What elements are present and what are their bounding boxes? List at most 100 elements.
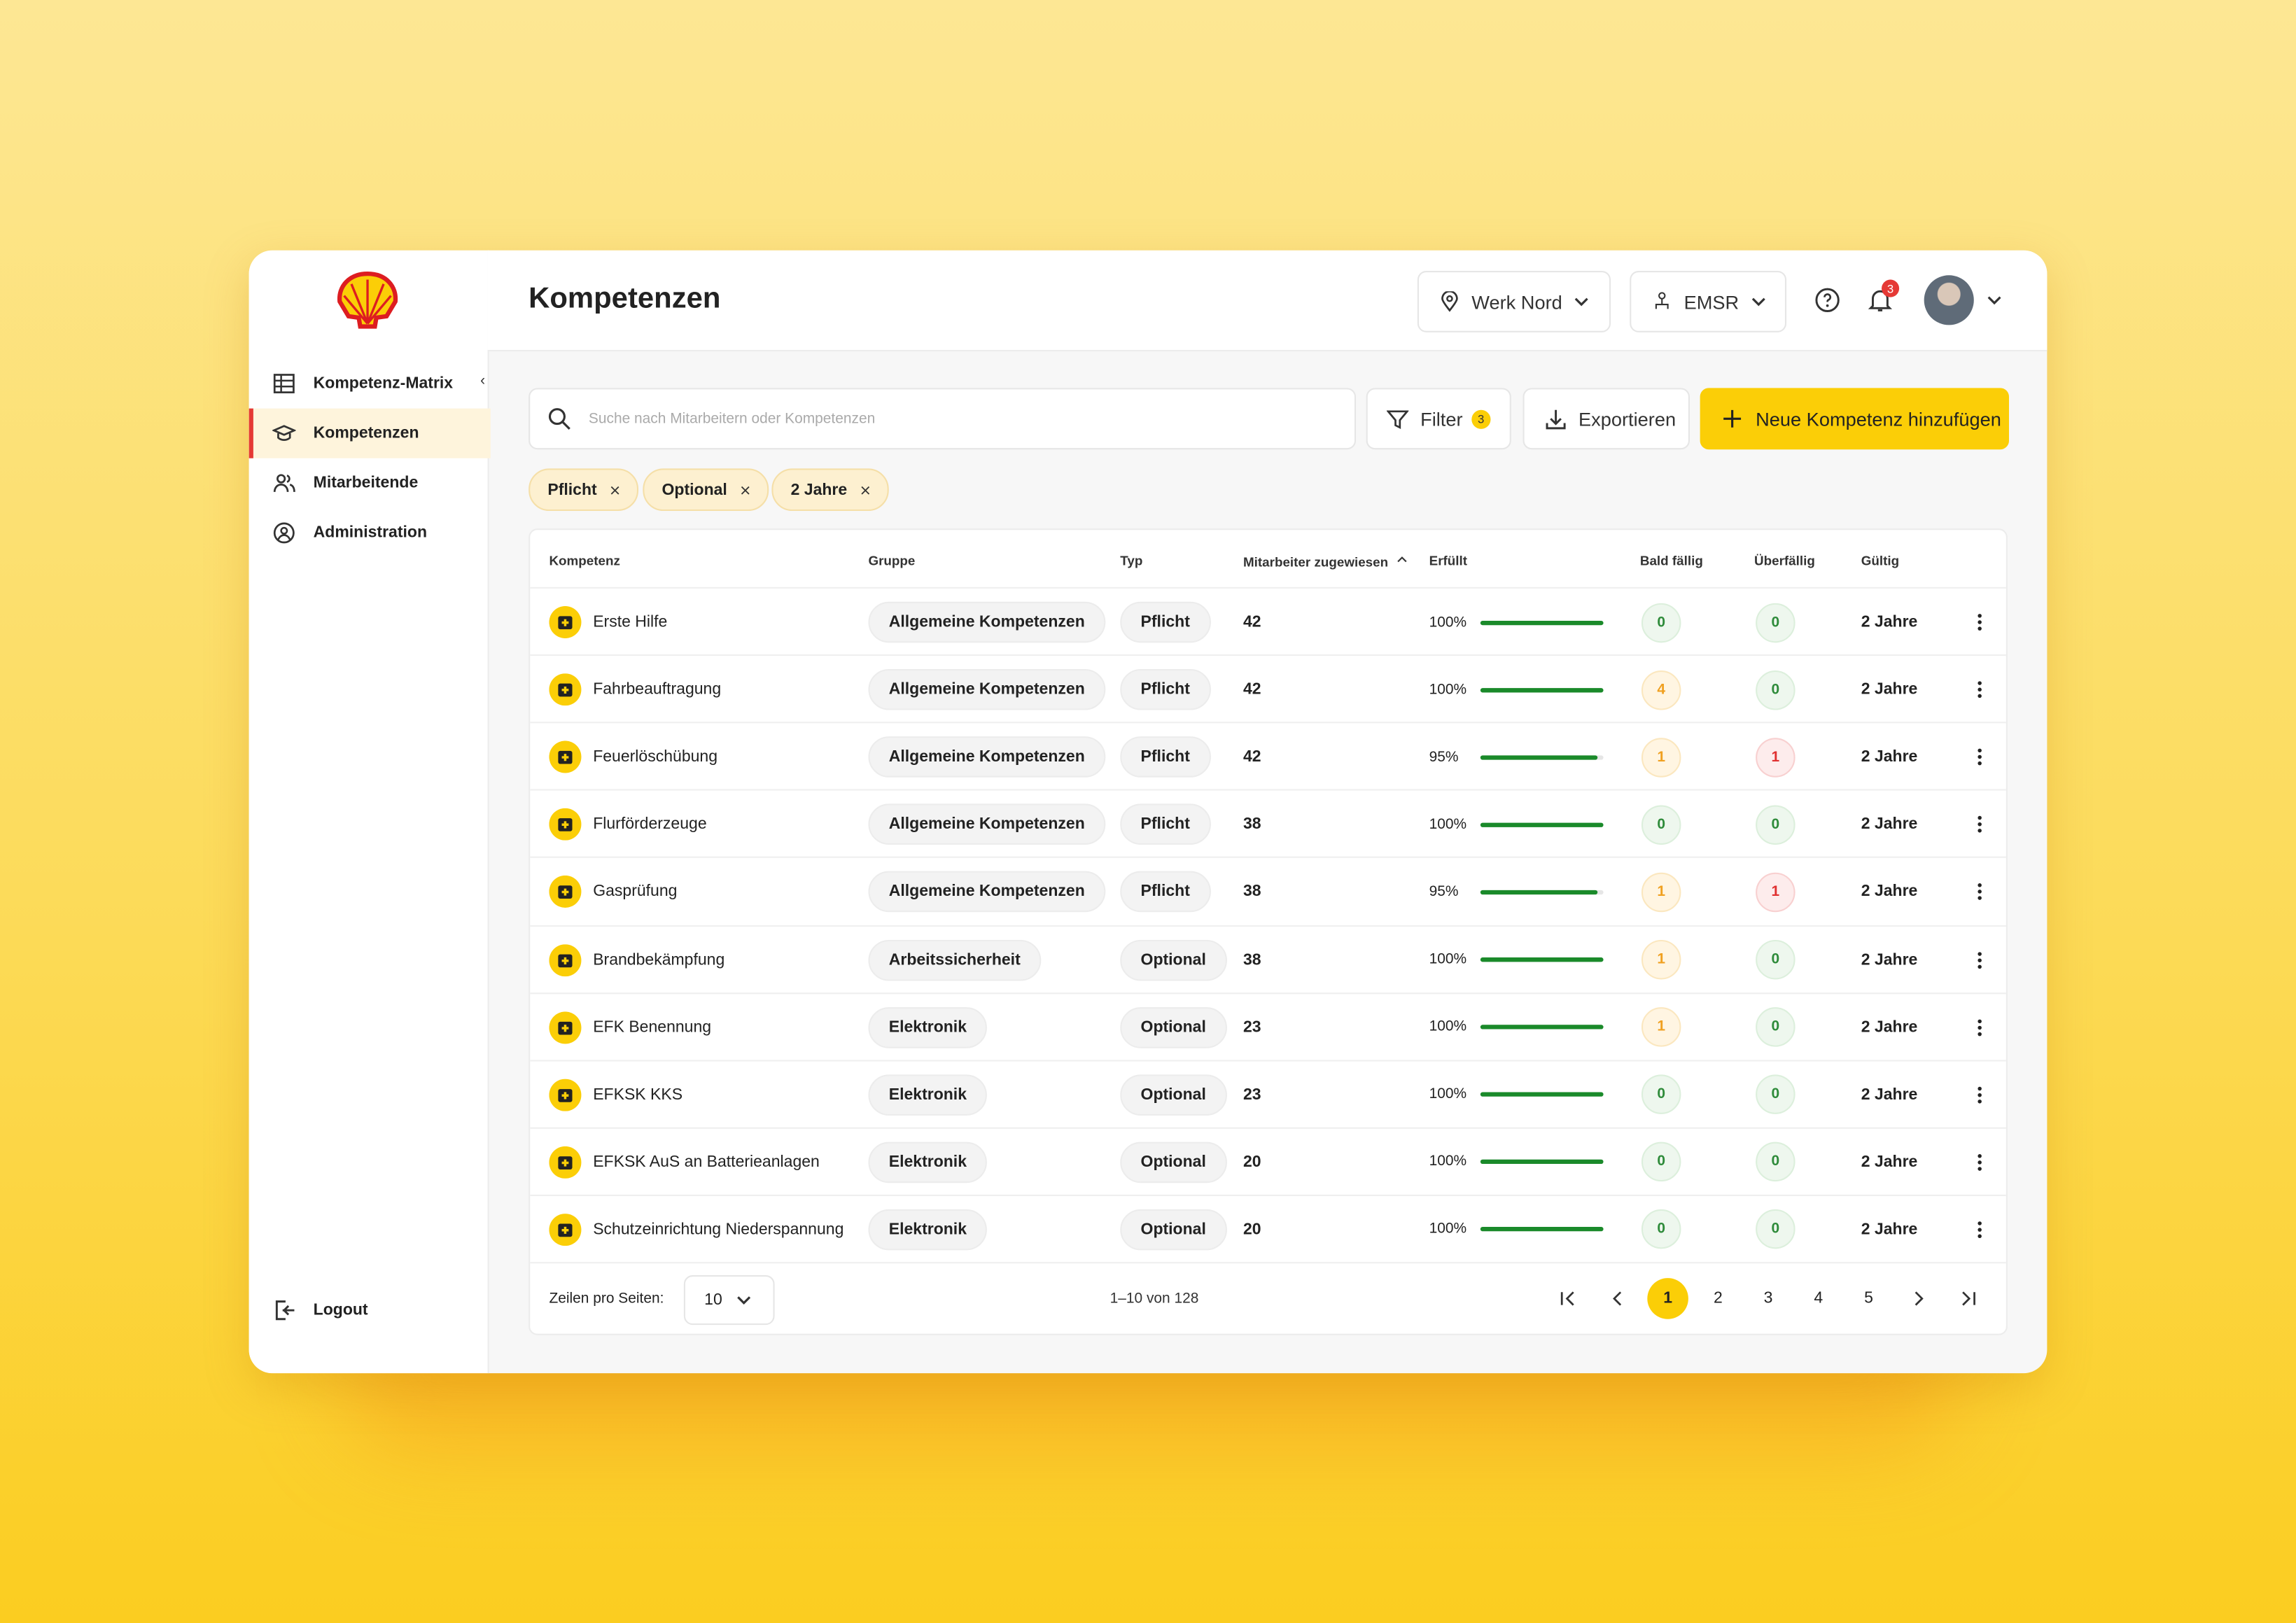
export-button[interactable]: Exportieren — [1522, 388, 1690, 450]
nav-item[interactable]: Mitarbeitende — [249, 458, 486, 508]
logout[interactable]: Logout — [249, 1286, 486, 1335]
row-menu[interactable] — [1970, 724, 1990, 791]
group-pill: Allgemeine Kompetenzen — [868, 601, 1106, 643]
chip-label: Pflicht — [547, 481, 597, 499]
row-menu[interactable] — [1970, 589, 1990, 656]
cell: 0 — [1756, 1196, 1795, 1263]
progress-track — [1480, 1227, 1604, 1232]
avatar-menu-caret[interactable] — [1987, 293, 2002, 307]
next-page[interactable] — [1898, 1278, 1939, 1319]
cell: Erste Hilfe — [549, 589, 667, 656]
sidebar: Kompetenz-Matrix Kompetenzen Mitarbeitende… — [248, 250, 491, 1374]
page-button[interactable]: 3 — [1763, 1289, 1773, 1308]
add-button[interactable]: Neue Kompetenz hinzufügen — [1700, 388, 2009, 450]
column-title: Gültig — [1861, 553, 1900, 568]
chip-remove — [610, 485, 619, 494]
page-button[interactable]: 4 — [1814, 1289, 1823, 1308]
last-page[interactable] — [1947, 1278, 1989, 1319]
top-bar: Kompetenzen Werk Nord EMSR 3 — [487, 250, 2047, 352]
nav-item[interactable]: Administration — [249, 508, 486, 558]
filter-chip[interactable]: 2 Jahre — [771, 468, 888, 512]
validity: 2 Jahre — [1861, 748, 1918, 766]
row-menu[interactable] — [1970, 926, 1990, 993]
group-pill: Allgemeine Kompetenzen — [868, 669, 1106, 710]
cell: Gasprüfung — [549, 859, 677, 926]
progress-track — [1480, 754, 1604, 760]
table-row: Erste Hilfe Allgemeine Kompetenzen Pflicht… — [530, 586, 2006, 656]
cell: Optional — [1120, 994, 1227, 1061]
pager-arrow — [1914, 1291, 1924, 1306]
row-menu[interactable] — [1970, 656, 1990, 723]
department-select[interactable]: EMSR — [1630, 270, 1787, 332]
cell: Elektronik — [868, 994, 988, 1061]
cell: Pflicht — [1120, 589, 1211, 656]
column-header: Gültig — [1861, 554, 1899, 568]
page-button[interactable]: 2 — [1713, 1289, 1723, 1308]
type-pill: Optional — [1120, 1006, 1227, 1048]
menu-dots — [1977, 614, 1982, 631]
cell: 1 — [1641, 994, 1681, 1061]
cell: 0 — [1641, 1061, 1681, 1128]
row-menu[interactable] — [1970, 1128, 1990, 1195]
nav-item[interactable]: Kompetenz-Matrix — [249, 359, 486, 409]
cell: Elektronik — [868, 1128, 988, 1195]
column-header: Erfüllt — [1429, 554, 1467, 568]
row-menu[interactable] — [1970, 1196, 1990, 1263]
row-menu[interactable] — [1970, 994, 1990, 1061]
location-select[interactable]: Werk Nord — [1417, 270, 1611, 332]
progress-fill — [1480, 822, 1604, 827]
assigned-count: 42 — [1242, 748, 1261, 766]
cell: 0 — [1641, 791, 1681, 858]
row-menu[interactable] — [1970, 1061, 1990, 1128]
chip-remove — [741, 485, 749, 494]
notification-count: 3 — [1882, 279, 1900, 297]
type-pill: Optional — [1120, 1209, 1227, 1251]
search-field[interactable]: Suche nach Mitarbeitern oder Kompetenzen — [528, 388, 1357, 450]
column-header[interactable]: Mitarbeiter zugewiesen — [1243, 554, 1408, 570]
row-menu[interactable] — [1970, 859, 1990, 926]
table-row: Brandbekämpfung Arbeitssicherheit Optional… — [530, 924, 2006, 993]
cell: 2 Jahre — [1861, 656, 1918, 723]
nav-label: Kompetenzen — [313, 424, 419, 442]
filter-chip[interactable]: Pflicht — [528, 468, 638, 512]
previous-page[interactable] — [1597, 1278, 1639, 1319]
menu-dots — [1977, 1153, 1982, 1171]
row-menu[interactable] — [1970, 791, 1990, 858]
pager-arrow — [1560, 1291, 1574, 1306]
progress-fill — [1480, 1227, 1604, 1232]
filter-count: 3 — [1471, 409, 1491, 428]
first-page[interactable] — [1548, 1278, 1589, 1319]
progress-track — [1480, 1160, 1604, 1165]
column-title: Kompetenz — [549, 553, 620, 568]
rows-per-page-select[interactable]: 10 — [683, 1274, 775, 1326]
cell: 100% — [1429, 589, 1604, 656]
due-soon-badge: 0 — [1641, 1142, 1681, 1182]
avatar[interactable] — [1924, 275, 1974, 325]
sort-asc — [1397, 556, 1407, 563]
filter-button[interactable]: Filter 3 — [1366, 388, 1511, 450]
shell-logo — [337, 272, 398, 329]
cell: 0 — [1641, 589, 1681, 656]
department: EMSR — [1684, 290, 1740, 313]
competence-name: Gasprüfung — [593, 883, 678, 901]
cell: Elektronik — [868, 1196, 988, 1263]
nav-label: Mitarbeitende — [313, 474, 419, 492]
collapse-toggle[interactable]: ‹ — [480, 373, 486, 390]
cell: Schutzeinrichtung Niederspannung — [549, 1196, 844, 1263]
fulfilled-percent: 100% — [1429, 1221, 1467, 1238]
assigned-count: 20 — [1242, 1221, 1261, 1239]
type-pill: Optional — [1120, 1141, 1227, 1183]
cell: 38 — [1243, 926, 1261, 993]
type-pill: Pflicht — [1120, 736, 1211, 778]
filter-chip[interactable]: Optional — [643, 468, 769, 512]
cell: 100% — [1429, 1128, 1604, 1195]
help-icon[interactable] — [1814, 287, 1841, 314]
nav-label: Administration — [313, 524, 428, 542]
type-pill: Optional — [1120, 939, 1227, 981]
nav-item[interactable]: Kompetenzen — [248, 408, 491, 458]
column-header: Bald fällig — [1640, 554, 1703, 568]
page-button[interactable]: 5 — [1864, 1289, 1873, 1308]
page-button[interactable]: 1 — [1647, 1278, 1688, 1319]
rows-per-page-label: Zeilen pro Seiten: — [549, 1291, 664, 1308]
group-pill: Allgemeine Kompetenzen — [868, 736, 1106, 778]
